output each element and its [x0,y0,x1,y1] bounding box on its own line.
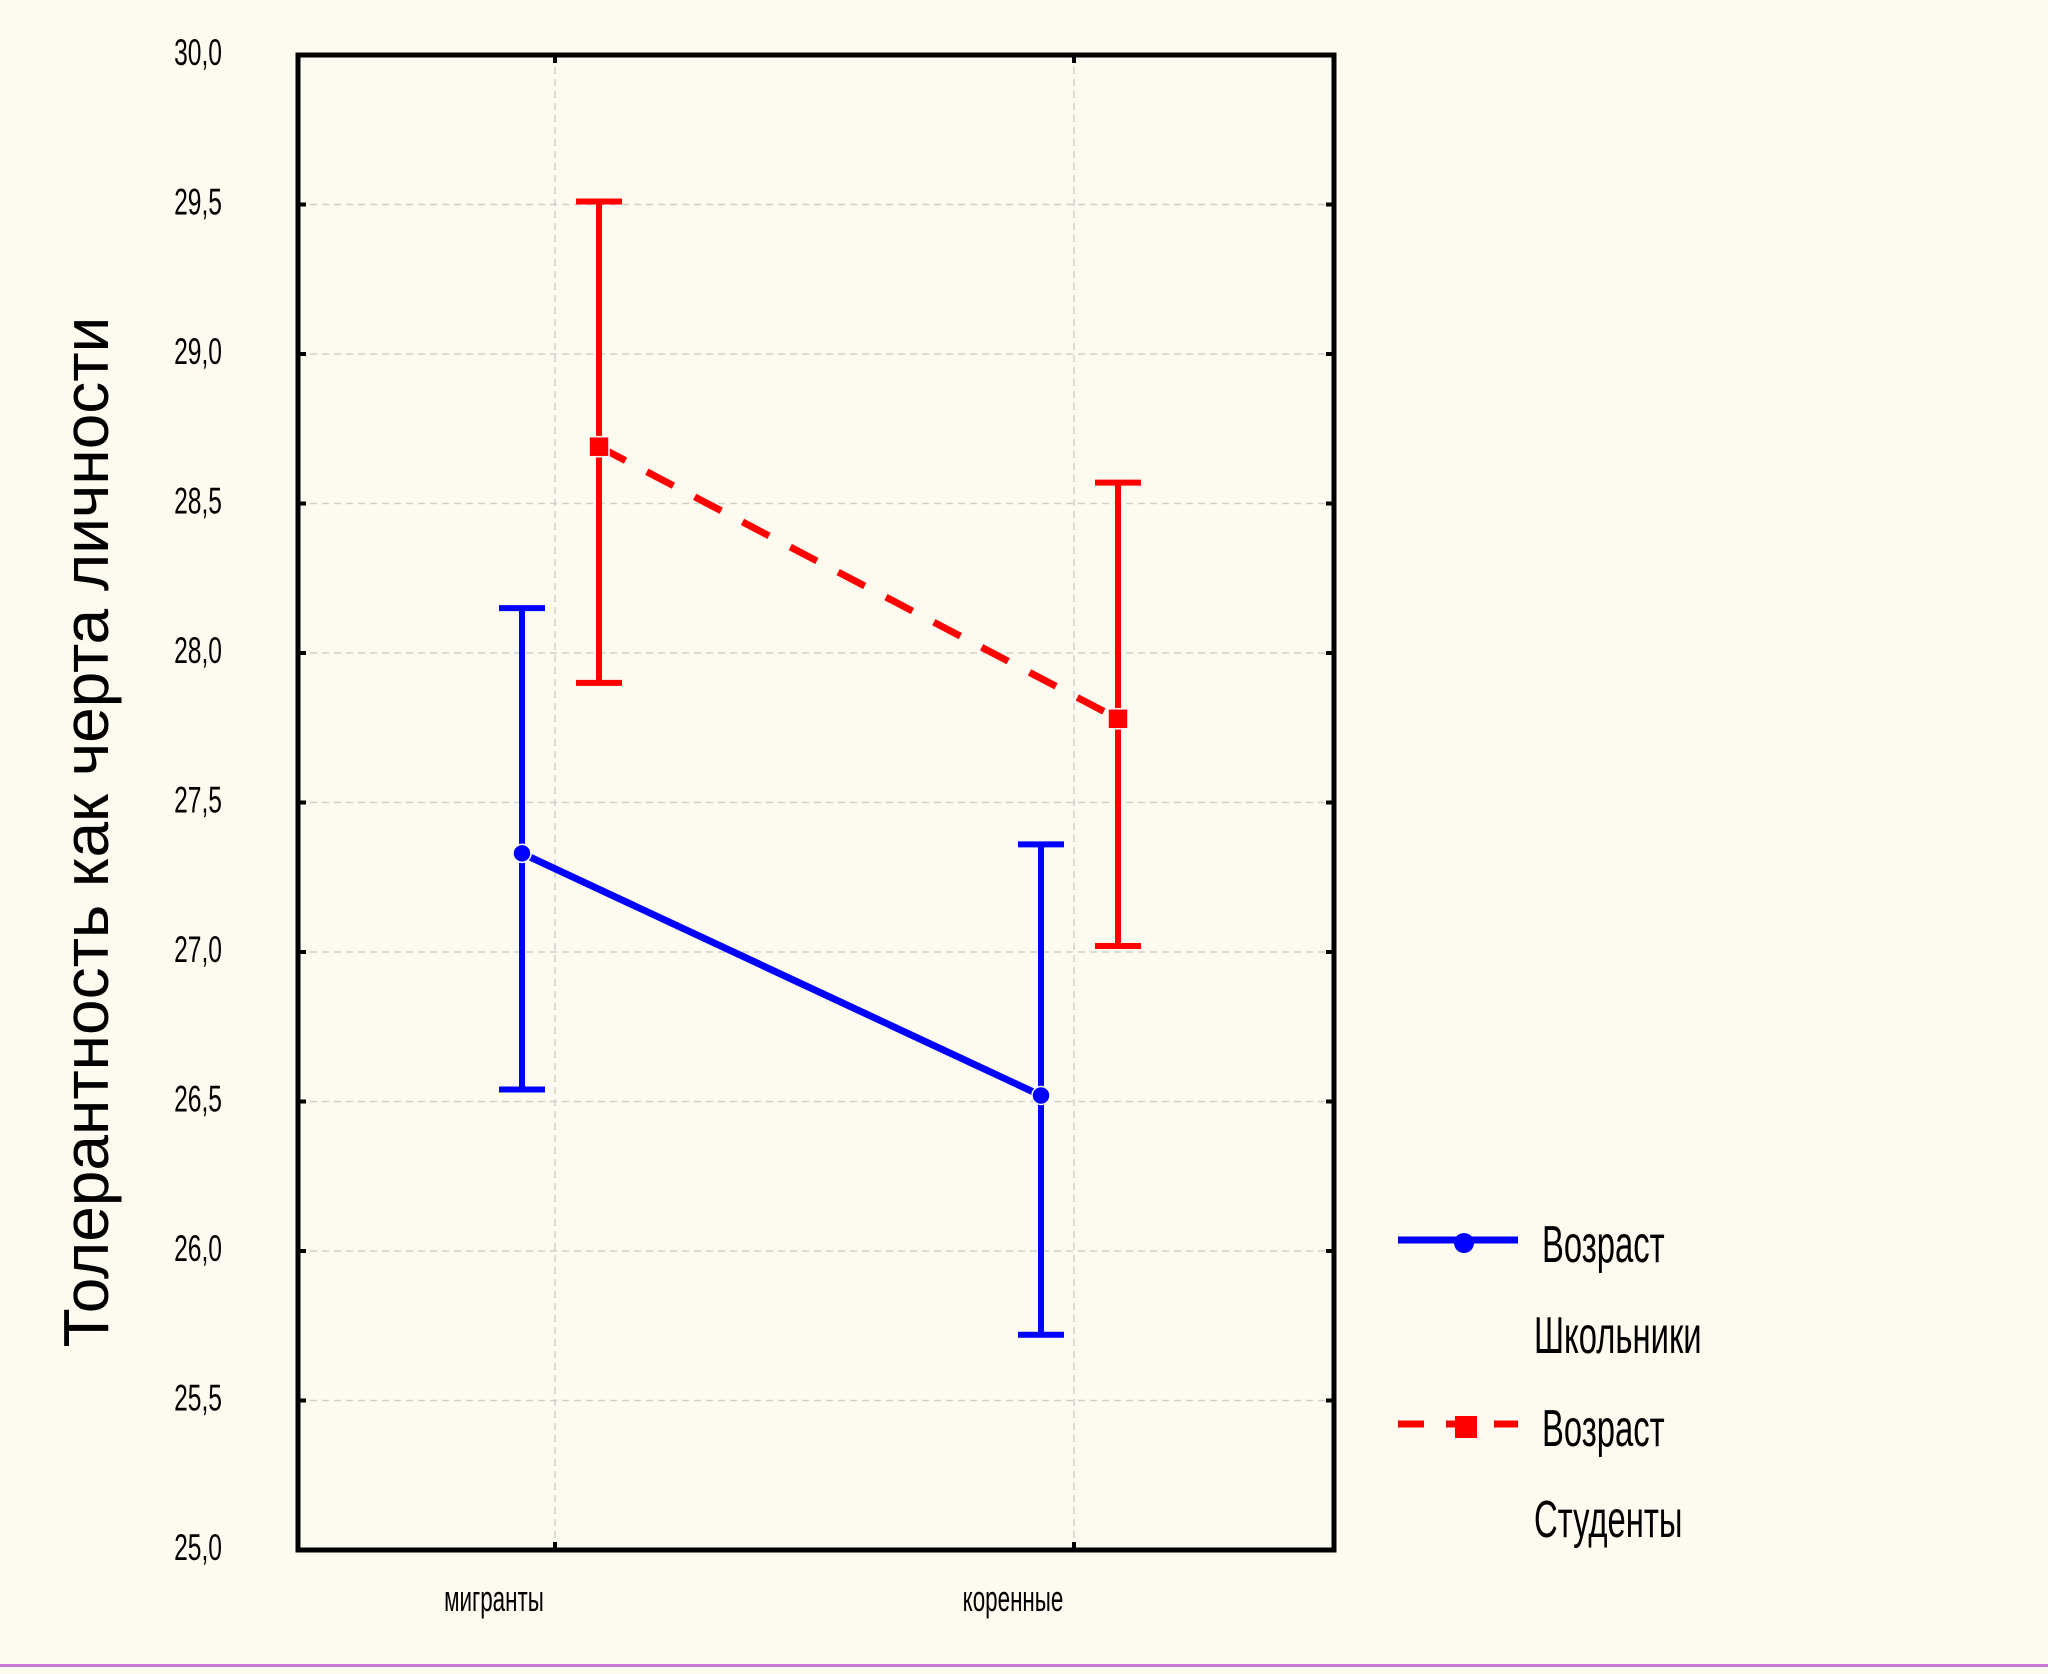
legend-series-name: Студенты [1534,1492,1682,1549]
legend: Возраст Школьники Возраст Студенты [1398,1217,1702,1549]
data-point [1031,1085,1051,1106]
y-tick-label: 30,0 [174,31,222,74]
y-tick-label: 28,0 [174,629,222,672]
y-axis-label: Толерантность как черта личности [50,317,122,1348]
data-point [512,843,532,864]
legend-marker [1454,1233,1474,1253]
y-tick-label: 25,0 [174,1526,222,1569]
y-tick-label: 25,5 [174,1376,222,1419]
data-point [588,435,610,458]
series-line-1 [520,850,1043,1099]
legend-series-name: Школьники [1534,1308,1702,1365]
series-line-2 [597,443,1120,722]
y-tick-label: 27,0 [174,928,222,971]
y-tick-label: 28,5 [174,479,222,522]
legend-label: Возраст [1542,1401,1665,1458]
plot-frame [295,52,1337,1553]
y-tick-label: 27,5 [174,778,222,821]
legend-label: Возраст [1542,1217,1665,1274]
y-tick-labels: 25,0 25,5 26,0 26,5 27,0 27,5 28,0 28,5 29,0 29,5… [174,31,222,1569]
x-tick-labels: мигранты коренные [444,1580,1063,1620]
y-tick-label: 29,0 [174,330,222,373]
bottom-border [0,1664,2048,1667]
y-tick-label: 26,0 [174,1227,222,1270]
data-point [1107,708,1129,730]
x-tick-label: коренные [963,1580,1064,1620]
x-tick-label: мигранты [444,1580,544,1620]
series-layer [499,198,1141,1338]
y-tick-label: 26,5 [174,1077,222,1120]
legend-marker [1455,1416,1477,1438]
y-tick-label: 29,5 [174,180,222,223]
